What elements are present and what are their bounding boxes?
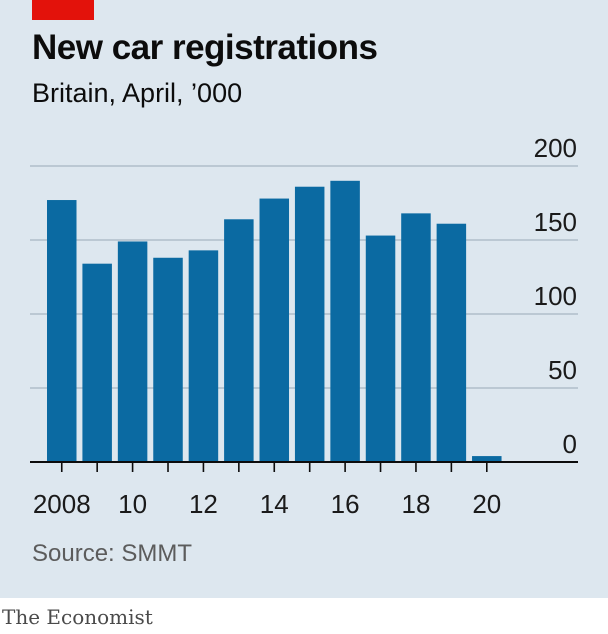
x-tick-label: 2008 — [33, 489, 91, 519]
bar-2019 — [436, 223, 467, 462]
y-tick-label: 0 — [563, 429, 577, 459]
y-tick-label: 100 — [534, 281, 577, 311]
bar-2013 — [224, 219, 254, 462]
y-tick-label: 150 — [534, 207, 577, 237]
brand-tag — [32, 0, 94, 20]
chart-subtitle: Britain, April, ’000 — [32, 78, 243, 108]
y-tick-label: 50 — [548, 355, 577, 385]
source-note: Source: SMMT — [32, 540, 193, 567]
y-tick-label: 200 — [534, 133, 577, 163]
bar-2008 — [47, 200, 77, 463]
bar-2009 — [82, 263, 112, 462]
bar-chart: 0 50 100 150 200 2008 10 12 14 16 18 20 — [30, 133, 578, 519]
chart-title: New car registrations — [32, 28, 378, 67]
bar-2020 — [472, 456, 502, 462]
bar-2011 — [153, 257, 183, 462]
bar-2016 — [330, 180, 360, 463]
x-tick-label: 14 — [260, 489, 289, 519]
bar-2017 — [365, 235, 396, 462]
bar-2012 — [188, 250, 219, 462]
bar-2015 — [294, 186, 325, 462]
publisher-logo: The Economist — [2, 605, 153, 629]
x-tick-label: 18 — [401, 489, 430, 519]
bar-2014 — [259, 198, 290, 462]
x-tick-label: 12 — [189, 489, 218, 519]
x-tick-label: 20 — [472, 489, 501, 519]
bar-2018 — [401, 213, 431, 462]
x-tick-label: 10 — [118, 489, 147, 519]
bar-2010 — [117, 241, 148, 462]
x-tick-label: 16 — [331, 489, 360, 519]
chart-panel: New car registrations Britain, April, ’0… — [0, 0, 608, 598]
